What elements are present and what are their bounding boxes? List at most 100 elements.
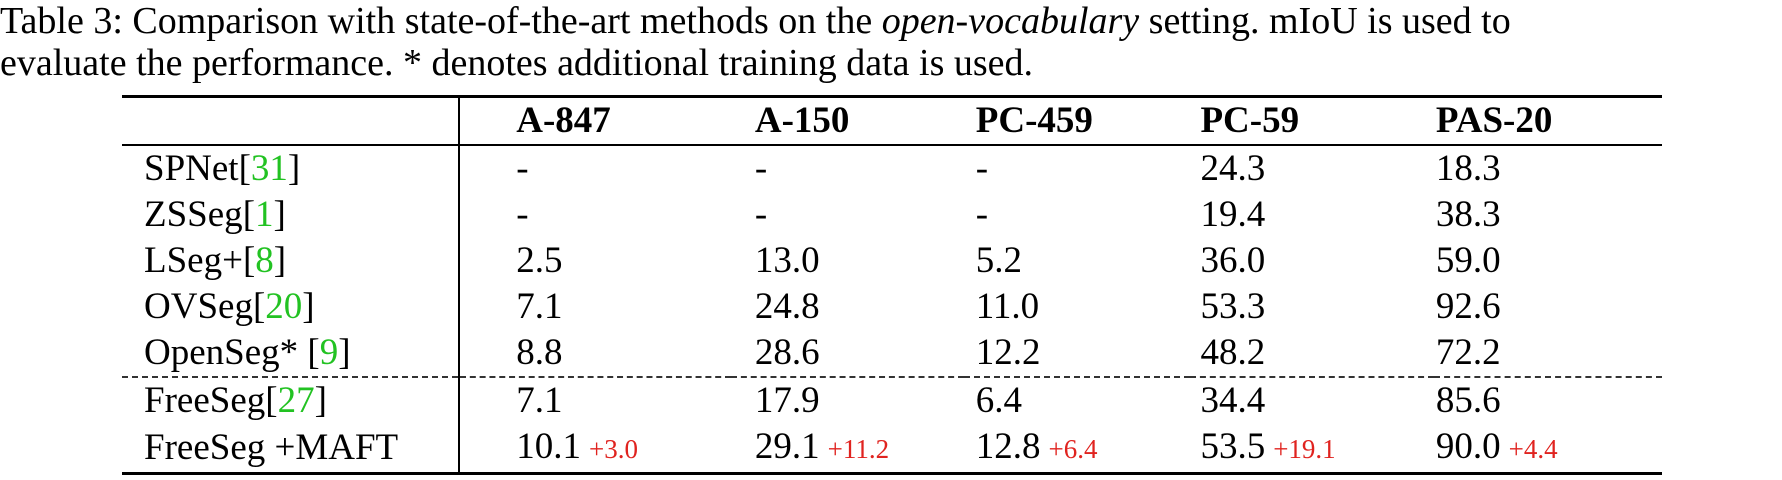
value-cell: 53.5 +19.1 <box>1190 424 1433 474</box>
value-text: - <box>516 194 529 235</box>
value-cell: 11.0 <box>964 284 1191 330</box>
method-cell: FreeSeg[27] <box>122 376 461 424</box>
caption-emphasis: open-vocabulary <box>881 0 1140 42</box>
value-text: 17.9 <box>754 380 820 421</box>
value-cell: 90.0 +4.4 <box>1434 424 1662 474</box>
value-text: 7.1 <box>516 286 563 327</box>
value-text: 24.3 <box>1200 148 1266 189</box>
value-cell: 7.1 <box>459 376 731 424</box>
value-cell: 24.8 <box>731 284 964 330</box>
header-row: A-847 A-150 PC-459 PC-59 PAS-20 <box>122 96 1662 145</box>
value-cell: - <box>459 145 731 192</box>
value-text: 92.6 <box>1435 286 1501 327</box>
caption-text: Table 3: Comparison with state-of-the-ar… <box>0 0 882 42</box>
value-text: 8.8 <box>516 332 563 373</box>
value-cell: 12.8 +6.4 <box>964 424 1191 474</box>
caption-line-1: Table 3: Comparison with state-of-the-ar… <box>0 0 1782 42</box>
table-row: FreeSeg +MAFT 10.1 +3.0 29.1 +11.2 12.8 +6.4 53… <box>122 424 1662 474</box>
table-row: ZSSeg[1] - - - 19.4 38.3 <box>122 192 1662 238</box>
value-cell: 8.8 <box>459 330 731 377</box>
header-pc459: PC-459 <box>975 100 1093 141</box>
improvement-delta: +6.4 <box>1048 434 1098 464</box>
value-cell: 7.1 <box>459 284 731 330</box>
header-method <box>122 96 461 145</box>
header-a150: A-150 <box>754 100 850 141</box>
value-text: 7.1 <box>516 380 563 421</box>
value-text: 48.2 <box>1200 332 1266 373</box>
value-cell: 10.1 +3.0 <box>459 424 731 474</box>
method-name: FreeSeg +MAFT <box>144 427 399 468</box>
value-text: - <box>975 194 989 235</box>
value-text: 12.2 <box>975 332 1041 373</box>
value-text: 38.3 <box>1435 194 1501 235</box>
value-text: 34.4 <box>1200 380 1266 421</box>
value-text: - <box>975 148 989 189</box>
value-cell: 24.3 <box>1190 145 1433 192</box>
improvement-delta: +3.0 <box>588 434 638 464</box>
value-text: 10.1 <box>516 426 581 467</box>
value-cell: - <box>964 192 1191 238</box>
value-text: 29.1 <box>754 426 820 467</box>
header-pas20: PAS-20 <box>1435 100 1553 141</box>
value-cell: 72.2 <box>1434 330 1662 377</box>
value-cell: - <box>964 145 1191 192</box>
value-cell: 17.9 <box>730 376 964 424</box>
citation-link[interactable]: 31 <box>250 148 288 189</box>
value-cell: 28.6 <box>731 330 964 377</box>
table-row: SPNet[31] - - - 24.3 18.3 <box>122 145 1662 192</box>
table-row: OpenSeg* [9] 8.8 28.6 12.2 48.2 72.2 <box>122 330 1662 377</box>
value-cell: - <box>731 145 964 192</box>
value-cell: - <box>459 192 731 238</box>
improvement-delta: +11.2 <box>827 434 890 464</box>
citation-link[interactable]: 9 <box>319 332 339 373</box>
method-name: OpenSeg* <box>144 332 308 373</box>
method-name: LSeg+ <box>144 240 243 281</box>
value-cell: 36.0 <box>1190 238 1433 284</box>
value-text: 2.5 <box>516 240 563 281</box>
table-row: LSeg+[8] 2.5 13.0 5.2 36.0 59.0 <box>122 238 1662 284</box>
value-text: 85.6 <box>1435 380 1501 421</box>
caption-text: setting. mIoU is used to <box>1139 0 1511 42</box>
table-body: SPNet[31] - - -24.3 18.3 ZSSeg[1] - - -19.4 38.3 L… <box>122 145 1662 474</box>
value-cell: 19.4 <box>1190 192 1433 238</box>
value-text: 28.6 <box>754 332 820 373</box>
value-cell: 18.3 <box>1434 145 1662 192</box>
citation-link[interactable]: 8 <box>255 240 274 281</box>
value-cell: 34.4 <box>1190 376 1434 424</box>
citation-link[interactable]: 20 <box>265 286 303 327</box>
method-cell: OVSeg[20] <box>122 284 461 330</box>
value-text: 19.4 <box>1200 194 1266 235</box>
value-cell: 12.2 <box>964 330 1191 377</box>
table-caption: Table 3: Comparison with state-of-the-ar… <box>0 0 1782 84</box>
value-cell: 92.6 <box>1434 284 1662 330</box>
value-cell: 38.3 <box>1434 192 1662 238</box>
value-text: 90.0 <box>1435 426 1501 467</box>
value-cell: 29.1 +11.2 <box>731 424 964 474</box>
value-text: 12.8 <box>975 426 1041 467</box>
value-text: - <box>516 148 529 189</box>
method-name: OVSeg <box>144 286 253 327</box>
improvement-delta: +19.1 <box>1273 434 1336 464</box>
value-text: 5.2 <box>975 240 1023 281</box>
value-text: 53.5 <box>1200 426 1266 467</box>
method-name: ZSSeg <box>144 194 243 235</box>
value-cell: 2.5 <box>459 238 731 284</box>
value-cell: 48.2 <box>1190 330 1433 377</box>
value-cell: 85.6 <box>1433 376 1662 424</box>
value-text: 59.0 <box>1435 240 1501 281</box>
method-name: FreeSeg <box>144 380 266 421</box>
method-cell: FreeSeg +MAFT <box>122 424 461 474</box>
value-cell: 6.4 <box>963 376 1191 424</box>
caption-line-2: evaluate the performance. * denotes addi… <box>0 42 1034 84</box>
value-text: 18.3 <box>1435 148 1501 189</box>
citation-link[interactable]: 27 <box>277 380 315 421</box>
value-cell: 59.0 <box>1434 238 1662 284</box>
method-cell: OpenSeg* [9] <box>122 330 461 377</box>
header-pc59: PC-59 <box>1200 100 1300 141</box>
citation-link[interactable]: 1 <box>255 194 274 235</box>
value-text: 24.8 <box>754 286 820 327</box>
method-cell: SPNet[31] <box>122 145 461 192</box>
improvement-delta: +4.4 <box>1508 434 1558 464</box>
table-row: OVSeg[20] 7.1 24.8 11.0 53.3 92.6 <box>122 284 1662 330</box>
results-table: A-847 A-150 PC-459 PC-59 PAS-20 SPNet[31… <box>122 95 1662 475</box>
